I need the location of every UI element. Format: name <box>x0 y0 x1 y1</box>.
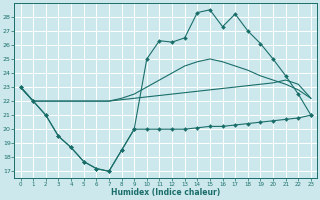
X-axis label: Humidex (Indice chaleur): Humidex (Indice chaleur) <box>111 188 220 197</box>
